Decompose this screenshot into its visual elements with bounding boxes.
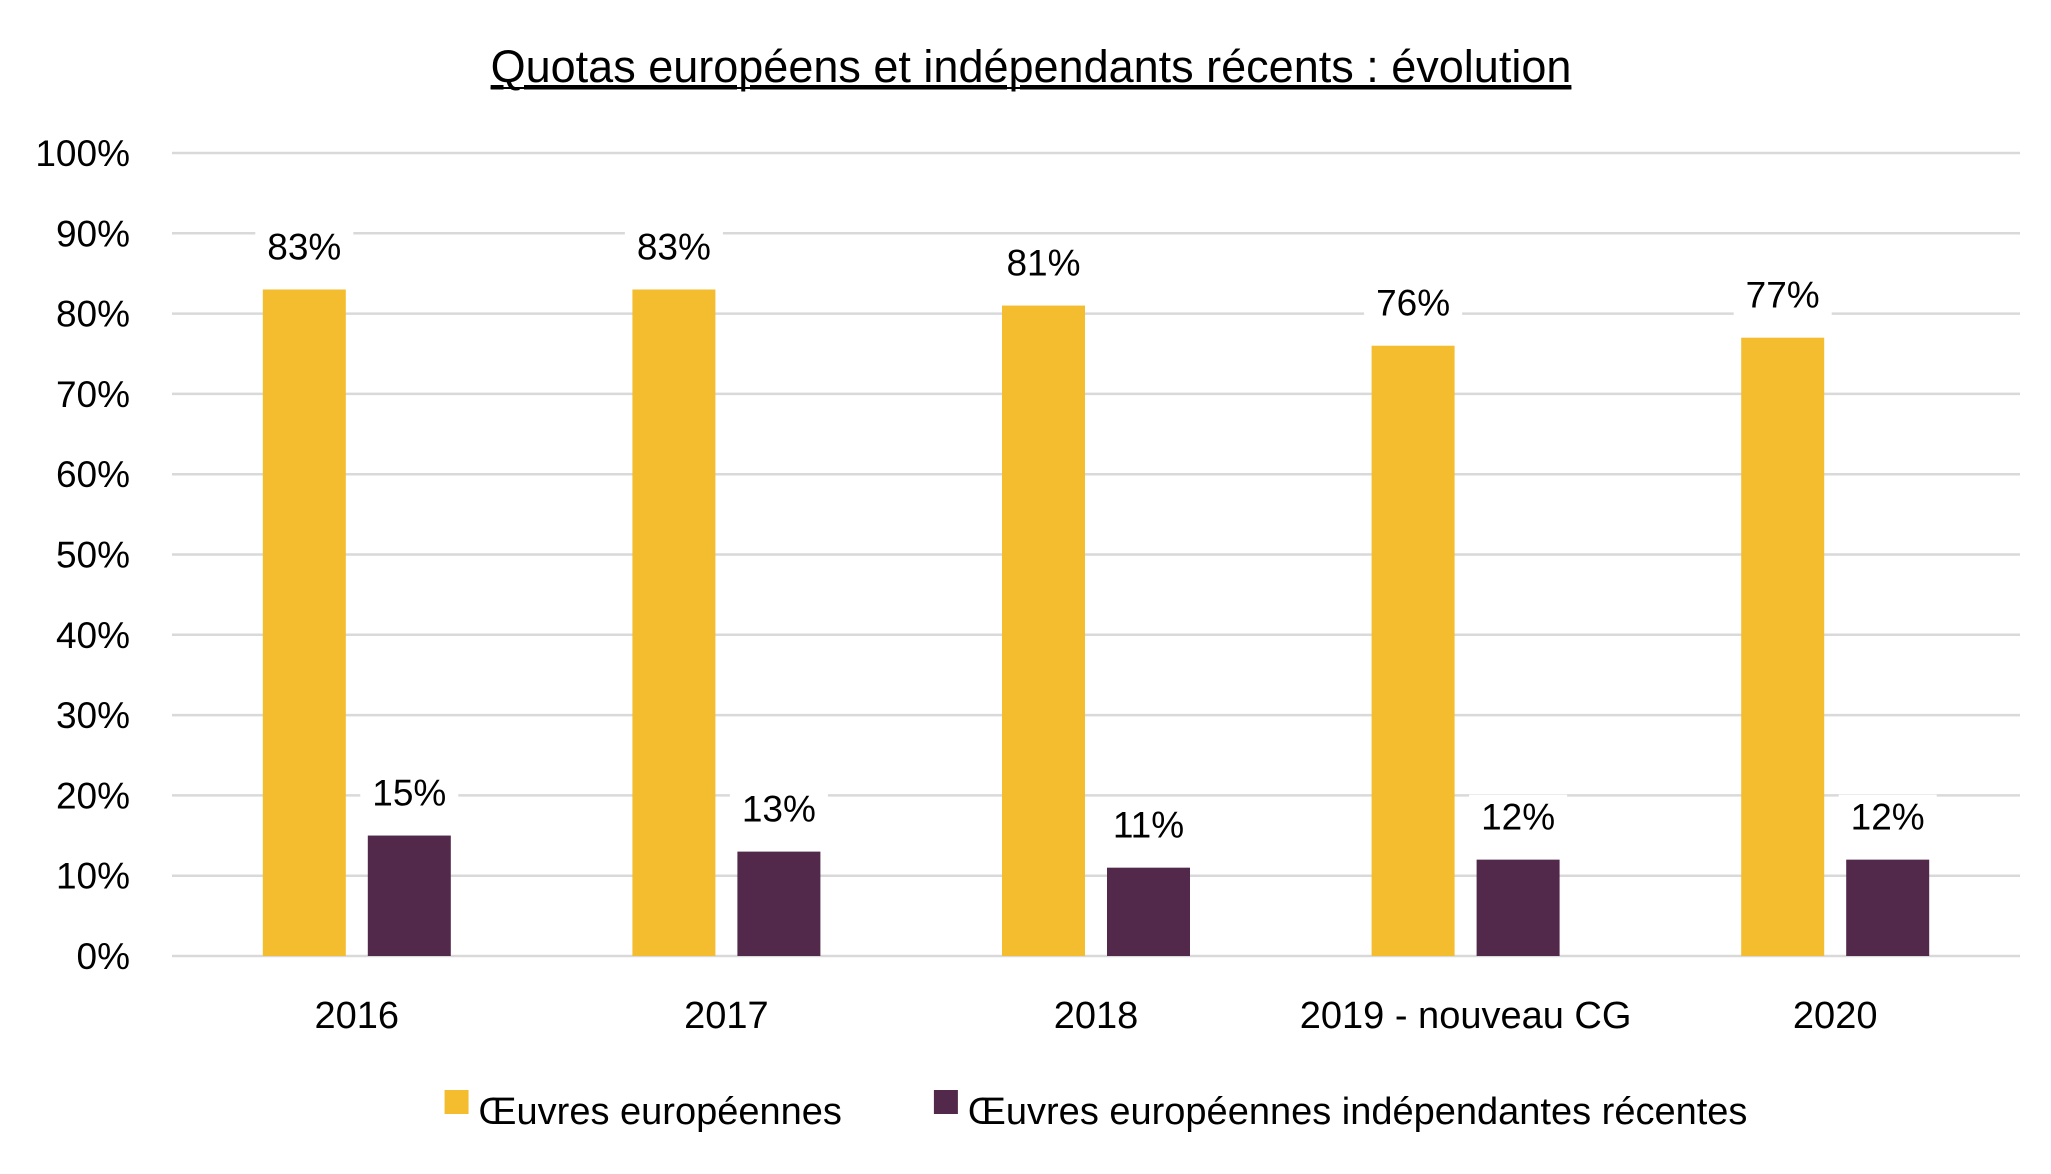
legend-swatch	[933, 1090, 958, 1114]
x-axis-category-labels: 2016 2017 2018 2019 - nouveau CG 2020	[315, 995, 1878, 1037]
y-tick-label: 80%	[56, 294, 130, 335]
chart-title: Quotas européens et indépendants récents…	[491, 41, 1572, 92]
data-label: 76%	[1376, 283, 1450, 324]
legend-swatch	[444, 1090, 469, 1114]
y-tick-label: 70%	[56, 374, 130, 415]
data-label: 13%	[742, 789, 816, 830]
bar-europeennes-2019---nouveau-CG	[1371, 345, 1455, 957]
data-label: 81%	[1006, 243, 1080, 284]
data-label: 83%	[637, 227, 711, 268]
legend-label: Œuvres européennes indépendantes récente…	[968, 1091, 1748, 1133]
data-label-background	[1364, 280, 1463, 326]
y-tick-label: 40%	[56, 615, 130, 656]
data-label-background	[1100, 802, 1197, 848]
x-category-label: 2020	[1793, 995, 1878, 1037]
y-tick-label: 30%	[56, 695, 130, 736]
data-label: 12%	[1851, 797, 1925, 838]
bars	[262, 289, 1930, 957]
data-label-background	[994, 240, 1093, 286]
bar-europeennes-2018	[1002, 305, 1085, 956]
gridlines	[172, 151, 2020, 958]
data-label: 77%	[1746, 275, 1820, 316]
x-category-label: 2017	[684, 995, 769, 1037]
x-category-label: 2018	[1054, 995, 1139, 1037]
bar-europeennes-2020	[1741, 337, 1825, 956]
data-label-background	[1838, 794, 1937, 840]
data-label-background	[1733, 272, 1832, 318]
bar-independantes-2019---nouveau-CG	[1476, 859, 1560, 956]
data-label: 15%	[372, 773, 446, 814]
y-tick-label: 50%	[56, 535, 130, 576]
y-tick-label: 90%	[56, 213, 130, 254]
bar-independantes-2017	[737, 851, 821, 956]
bar-europeennes-2017	[632, 289, 716, 956]
y-tick-label: 10%	[56, 856, 130, 897]
data-label: 11%	[1113, 805, 1184, 846]
data-label-background	[624, 224, 723, 270]
data-label-background	[1469, 794, 1568, 840]
x-category-label: 2019 - nouveau CG	[1300, 995, 1632, 1037]
y-tick-label: 60%	[56, 454, 130, 495]
data-label-background	[255, 224, 354, 270]
x-category-label: 2016	[315, 995, 400, 1037]
y-axis-tick-labels: 0% 10% 20% 30% 40% 50% 60% 70% 80% 90% 100%	[35, 133, 130, 977]
data-label-background	[360, 770, 459, 816]
data-label-background	[729, 786, 828, 832]
y-tick-label: 20%	[56, 775, 130, 816]
data-labels: 83% 15% 83% 13% 81% 11% 76% 12% 77% 12%	[255, 224, 1937, 848]
bar-independantes-2020	[1846, 859, 1930, 956]
data-label: 12%	[1481, 797, 1555, 838]
bar-independantes-2016	[367, 835, 451, 956]
bar-europeennes-2016	[262, 289, 346, 956]
y-tick-label: 100%	[35, 133, 130, 174]
data-label: 83%	[267, 227, 341, 268]
legend: Œuvres européennes Œuvres européennes ind…	[444, 1090, 1748, 1133]
bar-independantes-2018	[1107, 867, 1190, 956]
y-tick-label: 0%	[77, 936, 130, 977]
legend-label: Œuvres européennes	[479, 1091, 842, 1133]
